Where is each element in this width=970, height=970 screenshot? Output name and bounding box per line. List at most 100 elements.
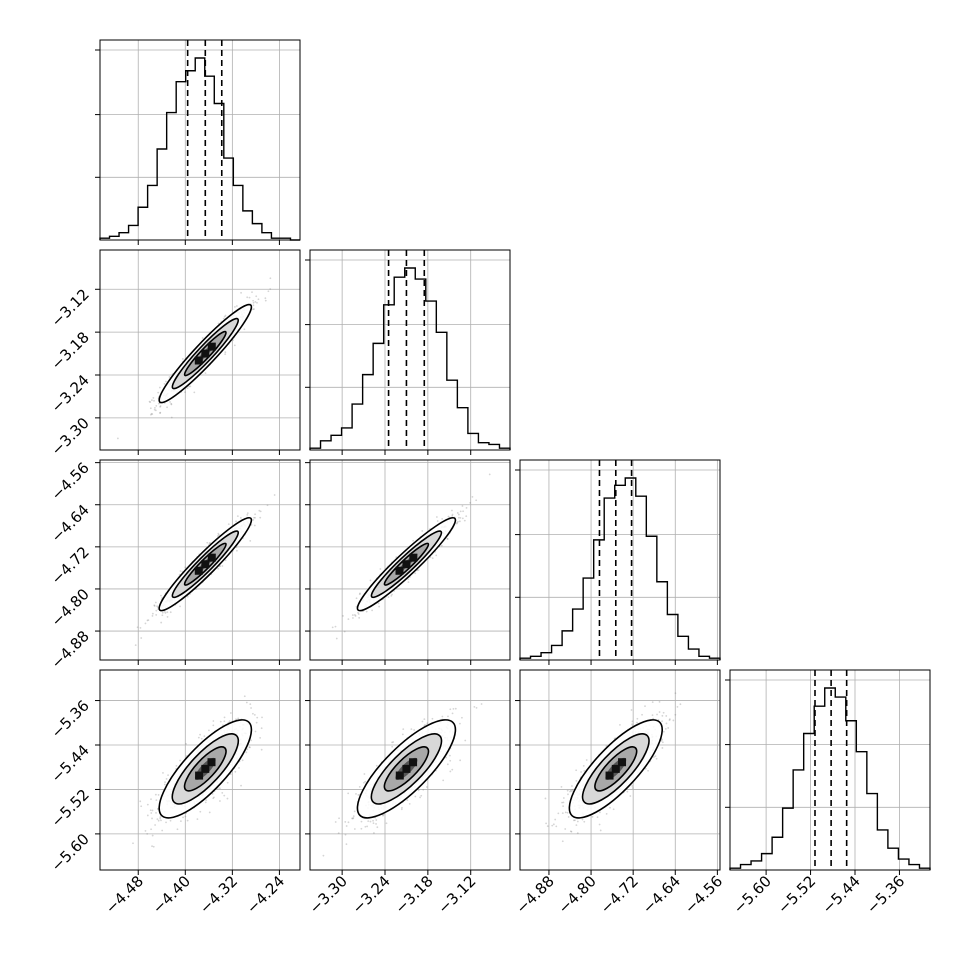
panel-3-2: [515, 669, 721, 875]
scatter-point: [447, 515, 450, 518]
scatter-point: [401, 733, 404, 736]
scatter-point: [358, 616, 361, 619]
scatter-point: [219, 800, 221, 802]
scatter-point: [354, 614, 356, 616]
scatter-point: [355, 793, 357, 795]
scatter-point: [212, 797, 215, 800]
scatter-point: [257, 298, 260, 301]
scatter-point: [377, 602, 380, 605]
scatter-point: [440, 544, 443, 547]
scatter-point: [442, 779, 445, 782]
scatter-point: [185, 742, 187, 745]
panel-3-1: [305, 669, 511, 875]
scatter-point: [342, 615, 344, 617]
scatter-point: [375, 823, 377, 825]
scatter-point: [353, 810, 356, 813]
scatter-point: [182, 816, 184, 819]
scatter-point: [151, 413, 154, 416]
scatter-point: [151, 817, 153, 820]
scatter-point: [149, 401, 152, 404]
scatter-point: [152, 845, 155, 848]
scatter-point: [408, 802, 411, 805]
scatter-point: [457, 513, 460, 516]
scatter-point: [153, 604, 156, 607]
scatter-point: [421, 530, 424, 532]
scatter-point: [365, 610, 368, 613]
scatter-point: [605, 812, 608, 815]
scatter-point: [459, 516, 462, 519]
panel-2-0: [95, 459, 301, 665]
scatter-point: [208, 542, 211, 545]
scatter-point: [334, 625, 337, 628]
scatter-point: [576, 832, 579, 835]
scatter-point: [661, 714, 664, 717]
scatter-point: [184, 566, 187, 569]
density-peak: [195, 771, 204, 780]
scatter-point: [234, 770, 237, 773]
scatter-point: [216, 535, 219, 537]
scatter-point: [217, 322, 220, 325]
scatter-point: [236, 515, 239, 518]
scatter-point: [232, 339, 234, 342]
panel-frame: [99, 459, 301, 661]
scatter-point: [395, 556, 398, 559]
scatter-point: [412, 539, 415, 542]
density-peak: [194, 356, 203, 365]
scatter-point: [407, 578, 410, 581]
density-peak: [395, 566, 404, 575]
scatter-point: [223, 716, 226, 719]
scatter-point: [154, 824, 156, 826]
scatter-point: [435, 554, 438, 557]
scatter-point: [147, 619, 150, 621]
scatter-point: [245, 751, 248, 754]
scatter-point: [425, 786, 428, 788]
histogram-step: [99, 57, 300, 241]
scatter-point: [146, 619, 149, 622]
scatter-point: [358, 785, 361, 788]
scatter-point: [351, 614, 354, 616]
scatter-point: [379, 568, 382, 570]
scatter-point: [151, 615, 154, 617]
scatter-point: [134, 644, 137, 647]
scatter-point: [252, 518, 255, 521]
scatter-point: [338, 817, 340, 820]
scatter-point: [246, 748, 249, 751]
scatter-point: [254, 301, 257, 303]
scatter-point: [150, 812, 153, 814]
scatter-point: [255, 295, 258, 298]
scatter-point: [150, 399, 153, 402]
scatter-point: [261, 716, 263, 719]
scatter-point: [212, 720, 215, 722]
scatter-point: [372, 822, 375, 825]
scatter-point: [252, 301, 255, 304]
scatter-point: [335, 637, 338, 640]
scatter-point: [420, 794, 423, 797]
scatter-point: [445, 756, 448, 759]
scatter-point: [266, 504, 269, 507]
scatter-point: [636, 717, 639, 720]
scatter-point: [351, 817, 353, 820]
scatter-point: [264, 299, 267, 302]
scatter-point: [447, 715, 449, 718]
scatter-point: [157, 402, 160, 405]
scatter-point: [392, 741, 395, 743]
scatter-point: [451, 768, 454, 771]
scatter-point: [241, 759, 244, 762]
scatter-point: [179, 605, 181, 608]
scatter-point: [163, 783, 166, 786]
scatter-point: [197, 736, 200, 739]
scatter-point: [164, 781, 166, 784]
scatter-point: [154, 409, 157, 412]
scatter-point: [407, 581, 410, 584]
panel-0-0: [95, 39, 301, 245]
scatter-point: [246, 513, 249, 516]
panel-frame: [309, 249, 511, 451]
scatter-point: [161, 829, 164, 832]
scatter-point: [252, 304, 255, 307]
scatter-point: [465, 507, 468, 509]
scatter-point: [238, 767, 240, 769]
panel-content: [134, 494, 276, 647]
density-peak: [207, 758, 216, 767]
panel-content: [116, 277, 272, 440]
scatter-point: [375, 819, 378, 821]
